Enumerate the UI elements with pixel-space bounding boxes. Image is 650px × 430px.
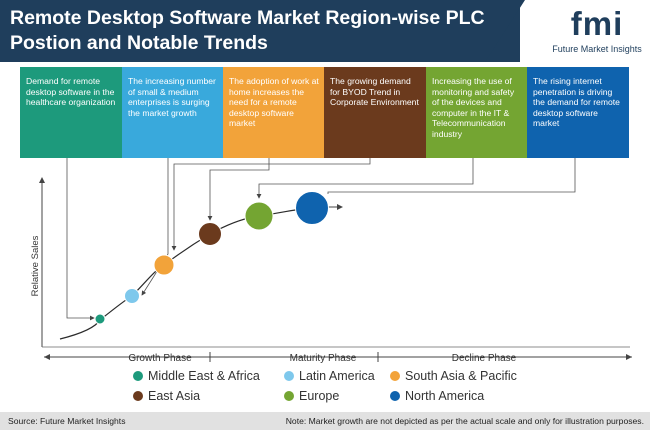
trend-box-1: Demand for remote desktop software in th… bbox=[20, 67, 122, 158]
phase-maturity-label: Maturity Phase bbox=[290, 353, 357, 364]
leader-1 bbox=[66, 158, 95, 321]
bubble-east-asia bbox=[198, 222, 222, 246]
legend-dot bbox=[390, 371, 400, 381]
leader-2 bbox=[141, 158, 169, 296]
legend-dot bbox=[133, 371, 143, 381]
leader-5 bbox=[256, 158, 474, 199]
leader-4 bbox=[171, 158, 371, 251]
legend-dot bbox=[284, 391, 294, 401]
trend-box-6: The rising internet penetration is drivi… bbox=[527, 67, 629, 158]
trend-box-3: The adoption of work at home increases t… bbox=[223, 67, 324, 158]
bubble-europe bbox=[244, 201, 274, 231]
leader-6 bbox=[327, 158, 576, 194]
logo-text: fmi bbox=[570, 5, 624, 42]
phase-arrow-left bbox=[44, 354, 50, 360]
bubble-middle-east-africa bbox=[94, 313, 106, 325]
trend-box-4: The growing demand for BYOD Trend in Cor… bbox=[324, 67, 426, 158]
bubble-north-america bbox=[295, 191, 329, 225]
bubble-south-asia-pacific bbox=[153, 254, 175, 276]
legend-label: Latin America bbox=[299, 369, 375, 383]
legend-label: North America bbox=[405, 389, 485, 403]
phase-decline-label: Decline Phase bbox=[452, 353, 517, 364]
footer: Source: Future Market Insights Note: Mar… bbox=[0, 412, 650, 430]
footer-note: Note: Market growth are not depicted as … bbox=[285, 416, 644, 426]
legend-dot bbox=[390, 391, 400, 401]
plc-chart: Relative Sales Growth Phase Maturity Pha… bbox=[30, 158, 632, 364]
header: Remote Desktop Software Market Region-wi… bbox=[0, 0, 650, 62]
fmi-logo: fmi Future Market Insights bbox=[548, 3, 646, 59]
bubble-latin-america bbox=[124, 288, 140, 304]
trend-box-5: Increasing the use of monitoring and saf… bbox=[426, 67, 527, 158]
y-axis-label: Relative Sales bbox=[30, 235, 41, 296]
legend-label: Middle East & Africa bbox=[148, 369, 260, 383]
header-corner bbox=[485, 0, 525, 62]
legend-label: East Asia bbox=[148, 389, 201, 403]
logo-subtitle: Future Market Insights bbox=[552, 44, 642, 54]
footer-source: Source: Future Market Insights bbox=[8, 416, 126, 426]
trend-box-2: The increasing number of small & medium … bbox=[122, 67, 223, 158]
legend-dot bbox=[133, 391, 143, 401]
phase-growth-label: Growth Phase bbox=[128, 353, 192, 364]
legend-dot bbox=[284, 371, 294, 381]
legend-label: Europe bbox=[299, 389, 340, 403]
bubbles bbox=[94, 191, 329, 325]
header-band bbox=[0, 0, 520, 62]
legend-label: South Asia & Pacific bbox=[405, 369, 517, 383]
page-title: Remote Desktop Software Market Region-wi… bbox=[10, 7, 485, 54]
phase-arrow-right bbox=[626, 354, 632, 360]
